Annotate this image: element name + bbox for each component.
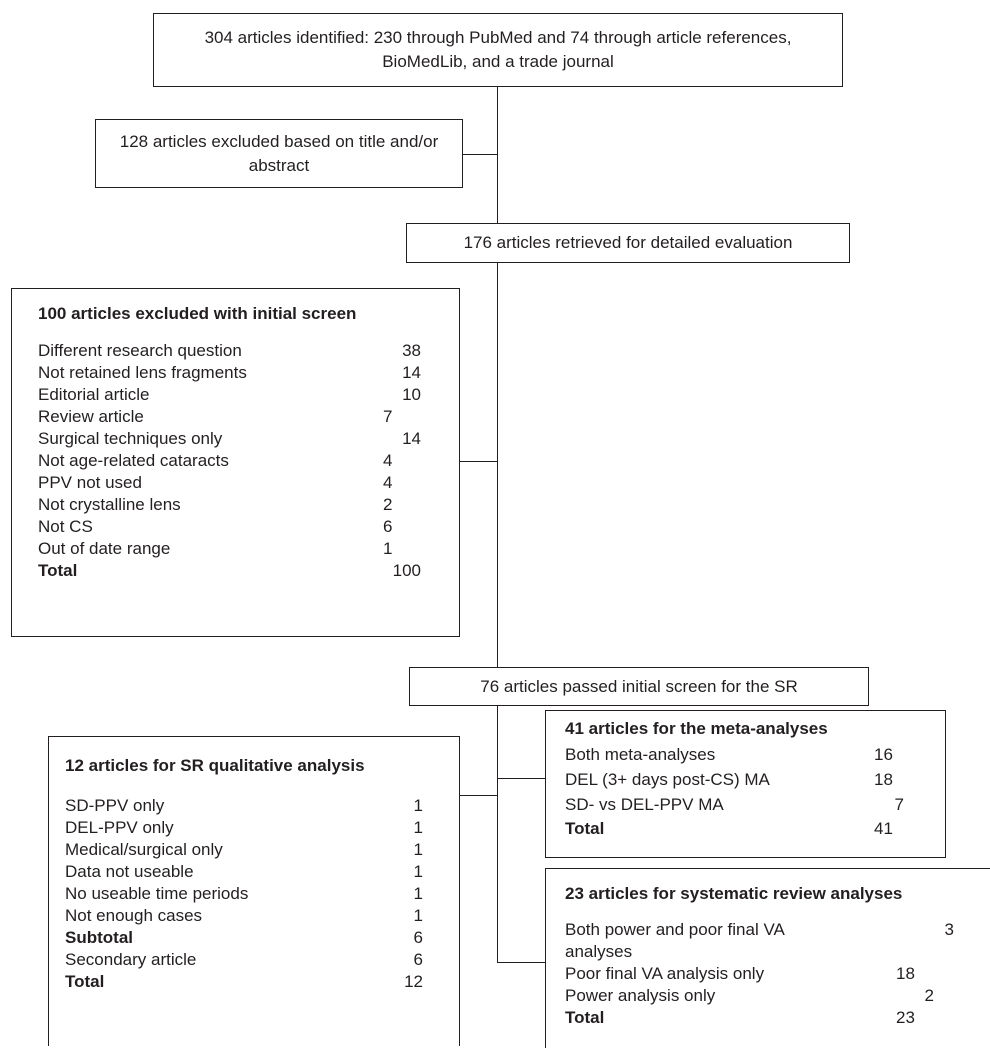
passed-box: 76 articles passed initial screen for th… bbox=[409, 667, 869, 706]
excluded-title-box: 128 articles excluded based on title and… bbox=[95, 119, 463, 188]
list-item: Both power and poor final VA analyses 3 bbox=[565, 920, 954, 961]
list-item: DEL-PPV only 1 bbox=[65, 818, 423, 837]
list-item: Medical/surgical only 1 bbox=[65, 840, 423, 859]
list-item: Both meta-analyses 16 bbox=[565, 745, 893, 764]
list-item: Power analysis only 2 bbox=[565, 986, 934, 1005]
list-item: Review article 7 bbox=[38, 407, 393, 426]
identified-text: 304 articles identified: 230 through Pub… bbox=[204, 28, 792, 71]
list-item: Not crystalline lens 2 bbox=[38, 495, 393, 514]
main-flow-line bbox=[497, 86, 498, 963]
total-row: Total 12 bbox=[65, 972, 423, 991]
total-row: Total 41 bbox=[565, 819, 893, 838]
list-item: SD- vs DEL-PPV MA 7 bbox=[565, 795, 904, 814]
subtotal-row: Subtotal 6 bbox=[65, 928, 423, 947]
passed-text: 76 articles passed initial screen for th… bbox=[480, 676, 798, 696]
list-item: Surgical techniques only 14 bbox=[38, 429, 421, 448]
identified-box: 304 articles identified: 230 through Pub… bbox=[153, 13, 843, 87]
connector-excluded-title bbox=[462, 154, 498, 155]
qualitative-title: 12 articles for SR qualitative analysis bbox=[65, 756, 365, 775]
list-item: Out of date range 1 bbox=[38, 539, 393, 558]
branch-line bbox=[497, 705, 498, 963]
systematic-review-box: 23 articles for systematic review analys… bbox=[545, 868, 990, 1048]
initial-screen-excluded-box: 100 articles excluded with initial scree… bbox=[11, 288, 460, 637]
retrieved-box: 176 articles retrieved for detailed eval… bbox=[406, 223, 850, 263]
list-item: Poor final VA analysis only 18 bbox=[565, 964, 915, 983]
connector-meta bbox=[497, 778, 545, 779]
list-item: Editorial article 10 bbox=[38, 385, 421, 404]
connector-systematic bbox=[497, 962, 545, 963]
meta-analyses-box: 41 articles for the meta-analyses Both m… bbox=[545, 710, 946, 858]
excluded-title-text: 128 articles excluded based on title and… bbox=[119, 131, 439, 175]
list-item: SD-PPV only 1 bbox=[65, 796, 423, 815]
list-item: DEL (3+ days post-CS) MA 18 bbox=[565, 770, 893, 789]
list-item: Not enough cases 1 bbox=[65, 906, 423, 925]
list-item: Not retained lens fragments 14 bbox=[38, 363, 421, 382]
list-item: Not age-related cataracts 4 bbox=[38, 451, 393, 470]
qualitative-box: 12 articles for SR qualitative analysis … bbox=[48, 736, 460, 1046]
connector-initial-screen bbox=[459, 461, 498, 462]
list-item: Not CS 6 bbox=[38, 517, 393, 536]
initial-screen-title: 100 articles excluded with initial scree… bbox=[38, 304, 357, 323]
list-item: Data not useable 1 bbox=[65, 862, 423, 881]
list-item: Different research question 38 bbox=[38, 341, 421, 360]
list-item: No useable time periods 1 bbox=[65, 884, 423, 903]
total-row: Total 23 bbox=[565, 1008, 915, 1027]
total-row: Total 100 bbox=[38, 561, 421, 580]
list-item: PPV not used 4 bbox=[38, 473, 393, 492]
retrieved-text: 176 articles retrieved for detailed eval… bbox=[463, 233, 793, 252]
systematic-review-title: 23 articles for systematic review analys… bbox=[565, 884, 903, 903]
list-item: Secondary article 6 bbox=[65, 950, 423, 969]
connector-qualitative bbox=[459, 795, 498, 796]
meta-analyses-title: 41 articles for the meta-analyses bbox=[565, 719, 828, 738]
